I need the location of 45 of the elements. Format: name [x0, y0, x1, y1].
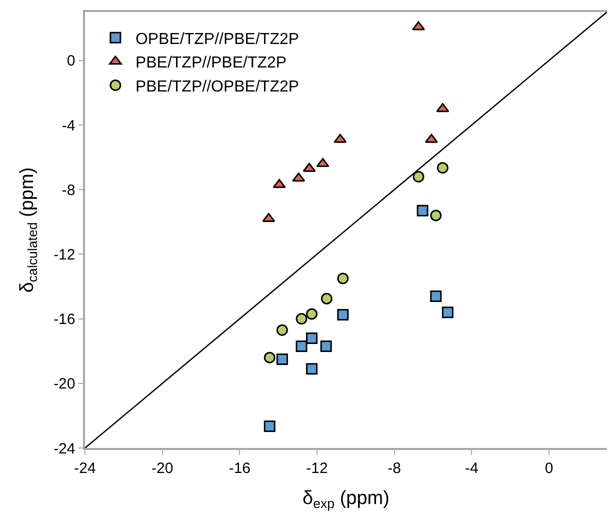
point: [430, 210, 442, 222]
point: [436, 162, 448, 174]
y-tick-label: -24: [54, 440, 76, 458]
point: [316, 158, 330, 168]
point: [306, 308, 318, 320]
point: [424, 134, 438, 143]
y-tick-label: -16: [54, 311, 76, 328]
point: [320, 292, 332, 304]
point: [296, 340, 308, 352]
point: [436, 103, 450, 112]
x-axis-title: δ$_{exp}$ (ppm): [302, 488, 390, 512]
point: [292, 172, 306, 182]
point: [262, 212, 276, 222]
point: [430, 290, 442, 302]
x-tick-label: -4: [465, 460, 478, 477]
point: [442, 306, 454, 318]
x-tick-label: -16: [228, 460, 251, 477]
point: [264, 420, 276, 432]
x-tick-label: -8: [388, 460, 401, 477]
y-tick-label: -20: [54, 376, 76, 393]
y-tick-label: -8: [62, 182, 76, 199]
x-tick-label: -20: [151, 460, 174, 477]
point: [296, 313, 308, 325]
point: [306, 363, 318, 375]
point: [264, 352, 276, 364]
legend-label: OPBE/TZP//PBE/TZ2P: [135, 30, 300, 48]
y-tick-label: -12: [54, 246, 76, 264]
point: [412, 170, 424, 182]
legend-label: PBE/TZP//PBE/TZ2P: [135, 54, 287, 72]
point: [272, 179, 286, 188]
legend-label: PBE/TZP//OPBE/TZ2P: [135, 78, 300, 96]
x-tick-label: 0: [544, 460, 554, 477]
point: [276, 324, 288, 336]
y-tick-label: -4: [62, 117, 76, 134]
point: [416, 204, 428, 216]
point: [337, 309, 349, 321]
x-tick-label: -24: [74, 460, 96, 477]
point: [276, 353, 288, 365]
point: [302, 162, 316, 172]
point: [320, 340, 332, 352]
point: [337, 272, 349, 284]
y-tick-label: 0: [66, 52, 76, 70]
x-tick-label: -12: [306, 460, 328, 477]
point: [334, 134, 347, 143]
point: [306, 332, 318, 344]
